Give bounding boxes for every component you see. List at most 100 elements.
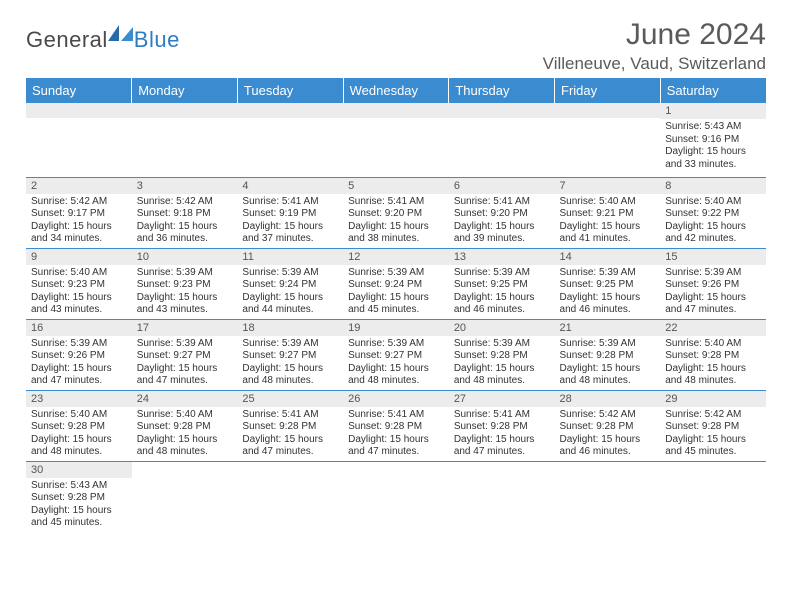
day-content: Sunrise: 5:40 AMSunset: 9:28 PMDaylight:… — [132, 407, 238, 461]
day-content: Sunrise: 5:41 AMSunset: 9:28 PMDaylight:… — [449, 407, 555, 461]
sunrise-text: Sunrise: 5:39 AM — [242, 267, 338, 280]
daylight-text: and 47 minutes. — [242, 446, 338, 459]
day-number: 8 — [660, 178, 766, 194]
calendar-day: 6Sunrise: 5:41 AMSunset: 9:20 PMDaylight… — [449, 177, 555, 248]
logo: General Blue — [26, 24, 180, 55]
day-number: 5 — [343, 178, 449, 194]
day-content: Sunrise: 5:41 AMSunset: 9:20 PMDaylight:… — [449, 194, 555, 248]
sunset-text: Sunset: 9:28 PM — [137, 421, 233, 434]
sunrise-text: Sunrise: 5:41 AM — [242, 196, 338, 209]
daylight-text: and 47 minutes. — [348, 446, 444, 459]
calendar-week: 23Sunrise: 5:40 AMSunset: 9:28 PMDayligh… — [26, 390, 766, 461]
calendar-day: 17Sunrise: 5:39 AMSunset: 9:27 PMDayligh… — [132, 319, 238, 390]
sunrise-text: Sunrise: 5:39 AM — [242, 338, 338, 351]
sunset-text: Sunset: 9:26 PM — [31, 350, 127, 363]
sunset-text: Sunset: 9:28 PM — [242, 421, 338, 434]
day-header-row: SundayMondayTuesdayWednesdayThursdayFrid… — [26, 78, 766, 103]
calendar-day: 19Sunrise: 5:39 AMSunset: 9:27 PMDayligh… — [343, 319, 449, 390]
daylight-text: and 46 minutes. — [560, 446, 656, 459]
sunrise-text: Sunrise: 5:42 AM — [560, 409, 656, 422]
sunset-text: Sunset: 9:28 PM — [31, 492, 127, 505]
empty-daynum-bar — [343, 103, 449, 118]
calendar-day: 23Sunrise: 5:40 AMSunset: 9:28 PMDayligh… — [26, 390, 132, 461]
sunset-text: Sunset: 9:24 PM — [242, 279, 338, 292]
daylight-text: and 48 minutes. — [348, 375, 444, 388]
calendar-day: 22Sunrise: 5:40 AMSunset: 9:28 PMDayligh… — [660, 319, 766, 390]
sunrise-text: Sunrise: 5:39 AM — [137, 338, 233, 351]
calendar-body: 1Sunrise: 5:43 AMSunset: 9:16 PMDaylight… — [26, 103, 766, 532]
sunset-text: Sunset: 9:28 PM — [31, 421, 127, 434]
calendar-empty — [449, 461, 555, 532]
day-number: 13 — [449, 249, 555, 265]
day-number: 9 — [26, 249, 132, 265]
daylight-text: Daylight: 15 hours — [454, 292, 550, 305]
day-header: Saturday — [660, 78, 766, 103]
day-number: 2 — [26, 178, 132, 194]
day-content: Sunrise: 5:42 AMSunset: 9:28 PMDaylight:… — [660, 407, 766, 461]
daylight-text: Daylight: 15 hours — [242, 434, 338, 447]
day-number: 7 — [555, 178, 661, 194]
daylight-text: Daylight: 15 hours — [31, 363, 127, 376]
day-content: Sunrise: 5:40 AMSunset: 9:28 PMDaylight:… — [660, 336, 766, 390]
sunset-text: Sunset: 9:16 PM — [665, 134, 761, 147]
day-number: 17 — [132, 320, 238, 336]
day-header: Wednesday — [343, 78, 449, 103]
daylight-text: Daylight: 15 hours — [348, 434, 444, 447]
calendar-empty — [26, 103, 132, 177]
day-content: Sunrise: 5:39 AMSunset: 9:25 PMDaylight:… — [555, 265, 661, 319]
sunset-text: Sunset: 9:21 PM — [560, 208, 656, 221]
daylight-text: and 47 minutes. — [31, 375, 127, 388]
day-number: 21 — [555, 320, 661, 336]
daylight-text: Daylight: 15 hours — [242, 363, 338, 376]
daylight-text: Daylight: 15 hours — [454, 221, 550, 234]
sunrise-text: Sunrise: 5:39 AM — [348, 338, 444, 351]
day-content: Sunrise: 5:40 AMSunset: 9:23 PMDaylight:… — [26, 265, 132, 319]
daylight-text: and 43 minutes. — [31, 304, 127, 317]
day-content: Sunrise: 5:39 AMSunset: 9:28 PMDaylight:… — [555, 336, 661, 390]
sunrise-text: Sunrise: 5:39 AM — [665, 267, 761, 280]
calendar-day: 21Sunrise: 5:39 AMSunset: 9:28 PMDayligh… — [555, 319, 661, 390]
calendar-day: 8Sunrise: 5:40 AMSunset: 9:22 PMDaylight… — [660, 177, 766, 248]
daylight-text: and 34 minutes. — [31, 233, 127, 246]
day-content: Sunrise: 5:42 AMSunset: 9:17 PMDaylight:… — [26, 194, 132, 248]
day-header: Friday — [555, 78, 661, 103]
day-content: Sunrise: 5:39 AMSunset: 9:24 PMDaylight:… — [343, 265, 449, 319]
daylight-text: Daylight: 15 hours — [137, 363, 233, 376]
day-content: Sunrise: 5:41 AMSunset: 9:28 PMDaylight:… — [237, 407, 343, 461]
day-content: Sunrise: 5:39 AMSunset: 9:27 PMDaylight:… — [237, 336, 343, 390]
day-number: 12 — [343, 249, 449, 265]
day-header: Monday — [132, 78, 238, 103]
daylight-text: and 47 minutes. — [665, 304, 761, 317]
calendar-day: 15Sunrise: 5:39 AMSunset: 9:26 PMDayligh… — [660, 248, 766, 319]
calendar-day: 1Sunrise: 5:43 AMSunset: 9:16 PMDaylight… — [660, 103, 766, 177]
daylight-text: and 44 minutes. — [242, 304, 338, 317]
day-content: Sunrise: 5:39 AMSunset: 9:25 PMDaylight:… — [449, 265, 555, 319]
calendar-week: 30Sunrise: 5:43 AMSunset: 9:28 PMDayligh… — [26, 461, 766, 532]
daylight-text: Daylight: 15 hours — [454, 363, 550, 376]
day-number: 3 — [132, 178, 238, 194]
sunset-text: Sunset: 9:25 PM — [454, 279, 550, 292]
empty-daynum-bar — [132, 103, 238, 118]
calendar-day: 29Sunrise: 5:42 AMSunset: 9:28 PMDayligh… — [660, 390, 766, 461]
sunset-text: Sunset: 9:17 PM — [31, 208, 127, 221]
day-number: 22 — [660, 320, 766, 336]
day-number: 26 — [343, 391, 449, 407]
day-number: 20 — [449, 320, 555, 336]
daylight-text: and 48 minutes. — [560, 375, 656, 388]
sunrise-text: Sunrise: 5:39 AM — [137, 267, 233, 280]
daylight-text: and 41 minutes. — [560, 233, 656, 246]
calendar-empty — [132, 461, 238, 532]
day-header: Tuesday — [237, 78, 343, 103]
sunrise-text: Sunrise: 5:42 AM — [31, 196, 127, 209]
sunrise-text: Sunrise: 5:39 AM — [454, 338, 550, 351]
calendar-day: 25Sunrise: 5:41 AMSunset: 9:28 PMDayligh… — [237, 390, 343, 461]
month-title: June 2024 — [543, 18, 766, 52]
location: Villeneuve, Vaud, Switzerland — [543, 54, 766, 74]
daylight-text: Daylight: 15 hours — [665, 292, 761, 305]
empty-daynum-bar — [555, 103, 661, 118]
day-number: 29 — [660, 391, 766, 407]
day-content: Sunrise: 5:42 AMSunset: 9:28 PMDaylight:… — [555, 407, 661, 461]
daylight-text: Daylight: 15 hours — [560, 292, 656, 305]
day-header: Thursday — [449, 78, 555, 103]
calendar-day: 16Sunrise: 5:39 AMSunset: 9:26 PMDayligh… — [26, 319, 132, 390]
